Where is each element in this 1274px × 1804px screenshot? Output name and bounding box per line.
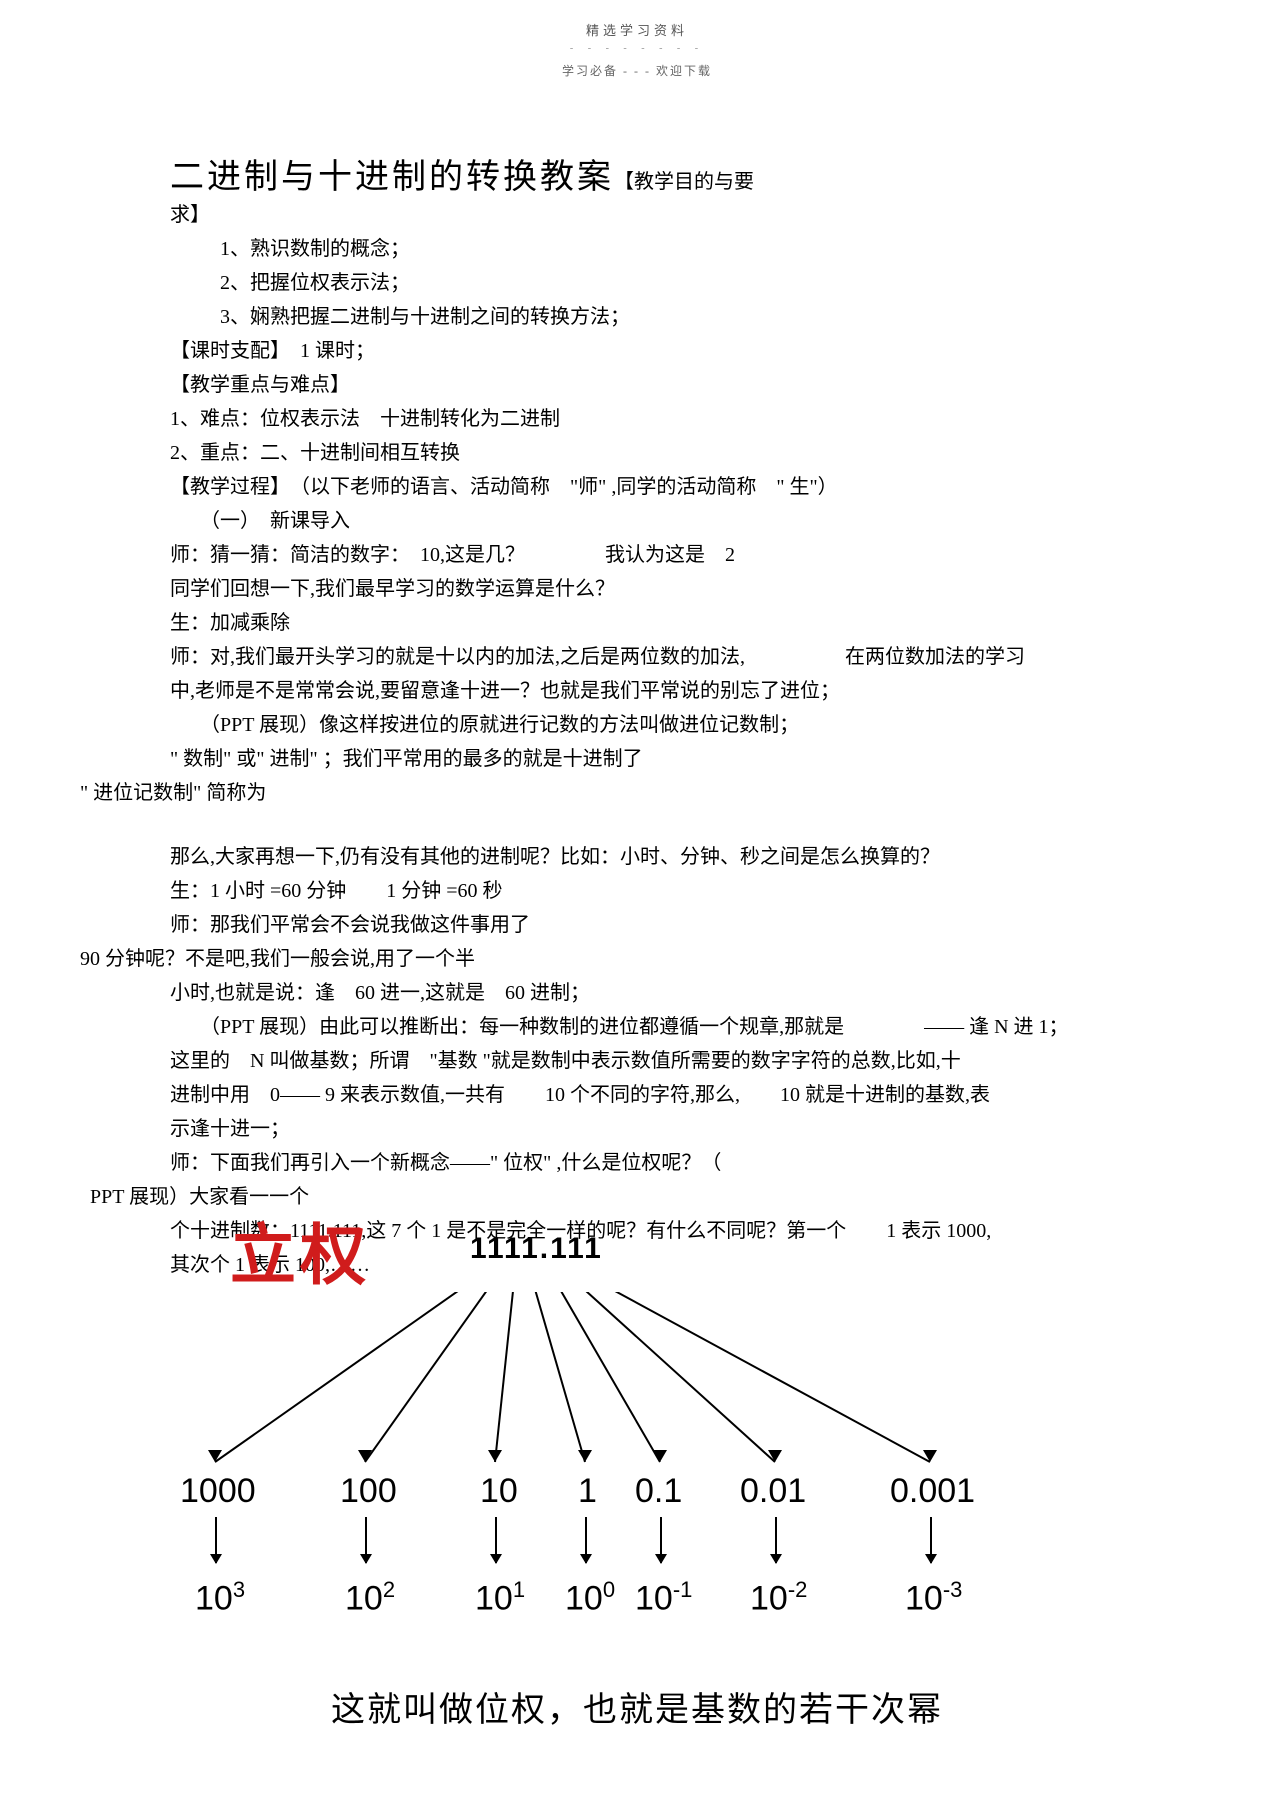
- ppt1: （PPT 展现）像这样按进位的原就进行记数的方法叫做进位记数制；: [170, 708, 1144, 742]
- pow-1: 102: [345, 1577, 395, 1618]
- sz: " 数制" 或" 进制" ；我们平常用的最多的就是十进制了: [170, 742, 1144, 776]
- bracket-open: 【: [614, 171, 634, 193]
- xkdr: （一） 新课导入: [170, 504, 1144, 538]
- cai: 师：猜一猜：简洁的数字： 10,这是几？ 我认为这是 2: [170, 538, 1144, 572]
- jz: 进制中用 0—— 9 来表示数值,一共有 10 个不同的字符,那么, 10 就是…: [170, 1078, 1144, 1112]
- arrow-6: [930, 1517, 932, 1563]
- arrow-1: [365, 1517, 367, 1563]
- nd: 1、难点：位权表示法 十进制转化为二进制: [170, 402, 1144, 436]
- overlay-number: 1111.111: [470, 1232, 603, 1266]
- obj-2: 2、把握位权表示法；: [170, 266, 1144, 300]
- bracket-text: 教学目的与要: [634, 171, 754, 193]
- nm: 那么,大家再想一下,仍有没有其他的进制呢？比如：小时、分钟、秒之间是怎么换算的？: [170, 840, 1144, 874]
- zd: 2、重点：二、十进制间相互转换: [170, 436, 1144, 470]
- obj-1: 1、熟识数制的概念；: [170, 232, 1144, 266]
- obj-3: 3、娴熟把握二进制与十进制之间的转换方法；: [170, 300, 1144, 334]
- fz90: 90 分钟呢？不是吧,我们一般会说,用了一个半: [80, 942, 1144, 976]
- title-line2: 求】: [170, 198, 1144, 232]
- sheng1: 生：加减乘除: [170, 606, 1144, 640]
- arrow-5: [775, 1517, 777, 1563]
- caption: 这就叫做位权，也就是基数的若干次幂: [40, 1682, 1234, 1731]
- val-4: 0.1: [635, 1472, 682, 1511]
- hx: 同学们回想一下,我们最早学习的数学运算是什么？: [170, 572, 1144, 606]
- pow-2: 101: [475, 1577, 525, 1618]
- position-weight-diagram: 立权 1111.111 1000 100 10 1 0.1 0.01 0.001: [170, 1292, 1170, 1652]
- pow-5: 10-2: [750, 1577, 807, 1618]
- fanout-lines: [170, 1292, 1170, 1492]
- arrow-3: [585, 1517, 587, 1563]
- val-1: 100: [340, 1472, 397, 1511]
- pow-6: 10-3: [905, 1577, 962, 1618]
- ppt2: （PPT 展现）由此可以推断出：每一种数制的进位都遵循一个规章,那就是 —— 逢…: [170, 1010, 1144, 1044]
- jxzd: 【教学重点与难点】: [170, 368, 1144, 402]
- val-0: 1000: [180, 1472, 256, 1511]
- xm: 师：下面我们再引入一个新概念——" 位权" ,什么是位权呢？（: [170, 1146, 1144, 1180]
- pow-0: 103: [195, 1577, 245, 1618]
- val-6: 0.001: [890, 1472, 975, 1511]
- arrow-2: [495, 1517, 497, 1563]
- header-sub: 学习必备 - - - 欢迎下载: [40, 62, 1234, 79]
- title-line: 二进制与十进制的转换教案【教学目的与要: [170, 149, 1234, 198]
- header-dots: - - - - - - - -: [40, 43, 1234, 54]
- header-top: 精选学习资料: [40, 20, 1234, 39]
- val-5: 0.01: [740, 1472, 806, 1511]
- sf: 示逢十进一；: [170, 1112, 1144, 1146]
- arrow-4: [660, 1517, 662, 1563]
- zl: 这里的 N 叫做基数；所谓 "基数 "就是数制中表示数值所需要的数字字符的总数,…: [170, 1044, 1144, 1078]
- val-2: 10: [480, 1472, 518, 1511]
- sheng2: 生：1 小时 =60 分钟 1 分钟 =60 秒: [170, 874, 1144, 908]
- jc: " 进位记数制" 简称为: [80, 776, 1144, 810]
- bigword: 立权: [230, 1202, 370, 1298]
- val-3: 1: [578, 1472, 597, 1511]
- xs: 小时,也就是说：逢 60 进一,这就是 60 进制；: [170, 976, 1144, 1010]
- dui: 师：对,我们最开头学习的就是十以内的加法,之后是两位数的加法, 在两位数加法的学…: [170, 640, 1144, 674]
- arrow-0: [215, 1517, 217, 1563]
- zhong: 中,老师是不是常常会说,要留意逢十进一？也就是我们平常说的别忘了进位；: [170, 674, 1144, 708]
- jxgc: 【教学过程】 （以下老师的语言、活动简称 "师" ,同学的活动简称 " 生"）: [170, 470, 1144, 504]
- pow-4: 10-1: [635, 1577, 692, 1618]
- pow-3: 100: [565, 1577, 615, 1618]
- kssj: 【课时支配】 1 课时；: [170, 334, 1144, 368]
- na: 师：那我们平常会不会说我做这件事用了: [170, 908, 1144, 942]
- title-big: 二进制与十进制的转换教案: [170, 159, 614, 196]
